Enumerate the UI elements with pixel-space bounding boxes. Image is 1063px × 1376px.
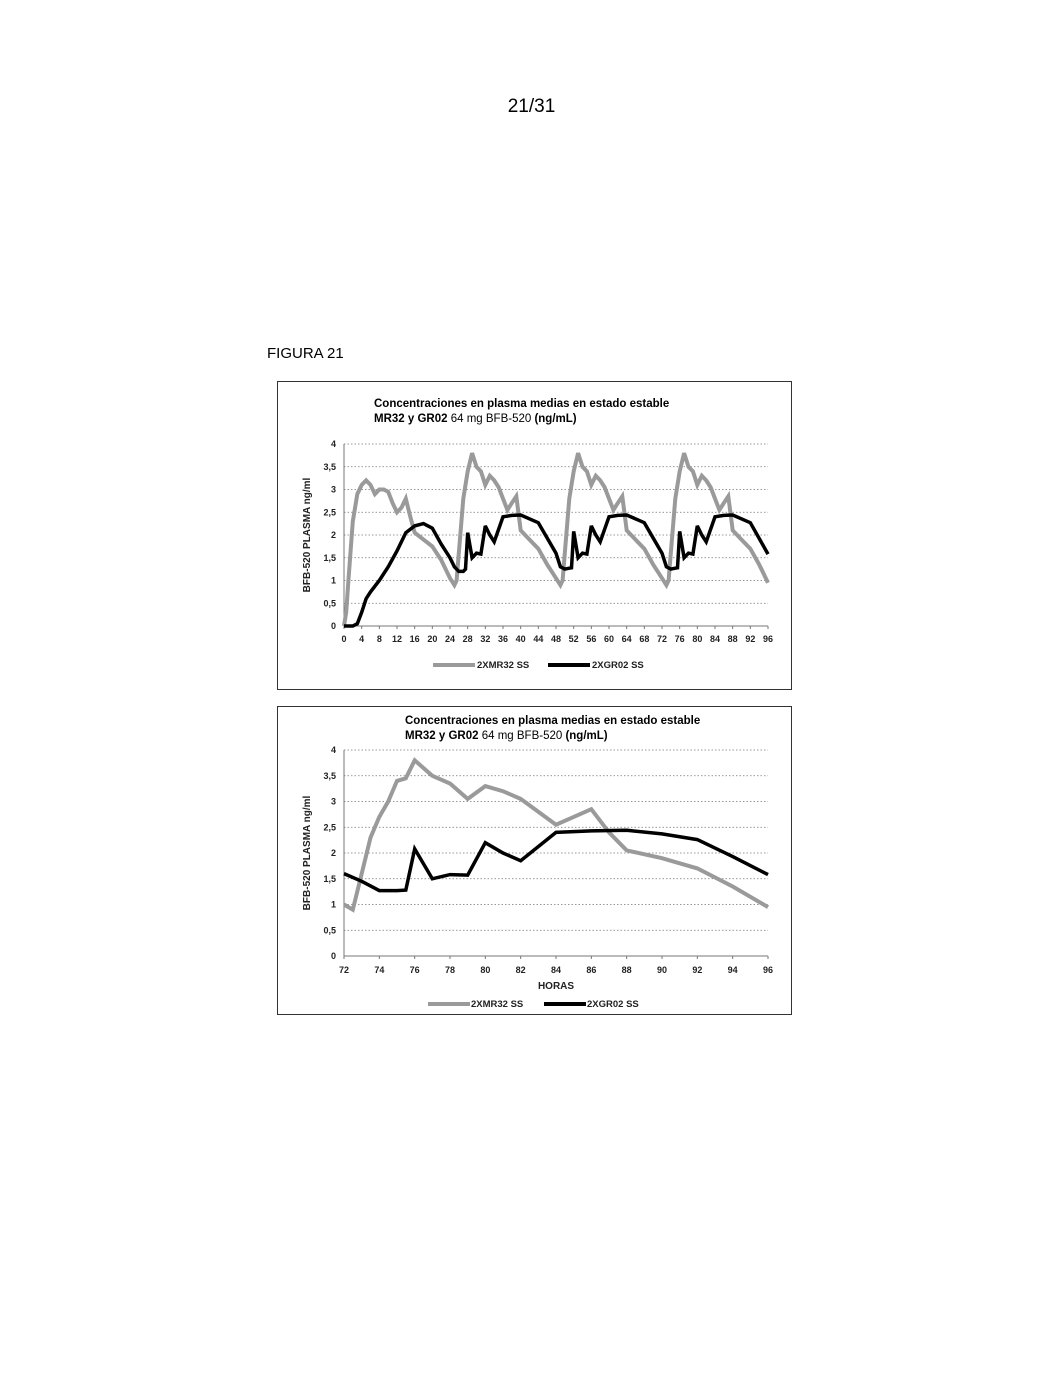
- legend-label: 2XGR02 SS: [587, 999, 639, 1010]
- y-tick-label: 3,5: [323, 771, 336, 781]
- x-tick-label: 0: [341, 634, 346, 644]
- y-tick-label: 2: [331, 530, 336, 540]
- y-tick-label: 1: [331, 576, 336, 586]
- x-tick-label: 68: [639, 634, 649, 644]
- y-tick-label: 0: [331, 951, 336, 961]
- series-line-gr02: [344, 513, 770, 628]
- x-tick-label: 44: [533, 634, 543, 644]
- y-axis-label: BFB-520 PLASMA ng/ml: [302, 477, 313, 592]
- chart-title-line2: MR32 y GR02 64 mg BFB-520 (ng/mL): [405, 730, 608, 742]
- x-tick-label: 96: [763, 965, 773, 975]
- x-tick-label: 80: [480, 965, 490, 975]
- x-tick-label: 24: [445, 634, 455, 644]
- y-tick-label: 4: [331, 439, 336, 449]
- x-tick-label: 88: [728, 634, 738, 644]
- x-tick-label: 32: [480, 634, 490, 644]
- chart-title-line1: Concentraciones en plasma medias en esta…: [405, 715, 700, 727]
- x-tick-label: 60: [604, 634, 614, 644]
- x-tick-label: 92: [745, 634, 755, 644]
- x-tick-label: 84: [710, 634, 720, 644]
- x-tick-label: 76: [675, 634, 685, 644]
- x-tick-label: 78: [445, 965, 455, 975]
- x-tick-label: 84: [551, 965, 561, 975]
- x-tick-label: 8: [377, 634, 382, 644]
- x-tick-label: 72: [657, 634, 667, 644]
- x-tick-label: 40: [516, 634, 526, 644]
- y-tick-label: 0,5: [323, 925, 336, 935]
- x-tick-label: 90: [657, 965, 667, 975]
- x-tick-label: 48: [551, 634, 561, 644]
- x-tick-label: 82: [516, 965, 526, 975]
- y-axis-label: BFB-520 PLASMA ng/ml: [302, 795, 313, 910]
- x-tick-label: 76: [410, 965, 420, 975]
- chart-panel-2: Concentraciones en plasma medias en esta…: [277, 706, 792, 1015]
- series-line-mr32: [342, 757, 770, 913]
- chart-svg: Concentraciones en plasma medias en esta…: [302, 715, 773, 1010]
- y-tick-label: 0: [331, 621, 336, 631]
- legend-label: 2XGR02 SS: [592, 660, 644, 671]
- series-line-mr32: [342, 452, 770, 627]
- y-tick-label: 1,5: [323, 874, 336, 884]
- chart-title-line2: MR32 y GR02 64 mg BFB-520 (ng/mL): [374, 413, 577, 425]
- y-tick-label: 2,5: [323, 822, 336, 832]
- page-number: 21/31: [507, 96, 556, 117]
- x-tick-label: 16: [410, 634, 420, 644]
- x-tick-label: 28: [463, 634, 473, 644]
- y-tick-label: 2,5: [323, 507, 336, 517]
- x-axis-label: HORAS: [538, 981, 574, 992]
- x-tick-label: 80: [692, 634, 702, 644]
- chart-panel-1: Concentraciones en plasma medias en esta…: [277, 381, 792, 690]
- y-tick-label: 4: [331, 745, 336, 755]
- x-tick-label: 52: [569, 634, 579, 644]
- y-tick-label: 1: [331, 900, 336, 910]
- y-tick-label: 1,5: [323, 553, 336, 563]
- x-tick-label: 74: [374, 965, 384, 975]
- x-tick-label: 72: [339, 965, 349, 975]
- x-tick-label: 12: [392, 634, 402, 644]
- chart-svg: Concentraciones en plasma medias en esta…: [302, 398, 773, 671]
- x-tick-label: 86: [586, 965, 596, 975]
- y-tick-label: 0,5: [323, 598, 336, 608]
- x-tick-label: 20: [427, 634, 437, 644]
- y-tick-label: 2: [331, 848, 336, 858]
- x-tick-label: 56: [586, 634, 596, 644]
- x-tick-label: 64: [622, 634, 632, 644]
- x-tick-label: 88: [622, 965, 632, 975]
- x-tick-label: 96: [763, 634, 773, 644]
- x-tick-label: 92: [692, 965, 702, 975]
- legend-label: 2XMR32 SS: [471, 999, 523, 1010]
- series-line-gr02: [343, 828, 769, 893]
- figure-label: FIGURA 21: [267, 345, 344, 362]
- legend-label: 2XMR32 SS: [477, 660, 529, 671]
- y-tick-label: 3: [331, 485, 336, 495]
- x-tick-label: 94: [728, 965, 738, 975]
- y-tick-label: 3: [331, 797, 336, 807]
- y-tick-label: 3,5: [323, 462, 336, 472]
- x-tick-label: 36: [498, 634, 508, 644]
- x-tick-label: 4: [359, 634, 364, 644]
- chart-title-line1: Concentraciones en plasma medias en esta…: [374, 398, 669, 410]
